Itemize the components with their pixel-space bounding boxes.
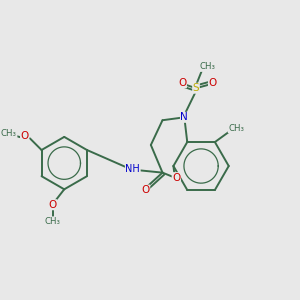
Text: CH₃: CH₃ (1, 130, 17, 139)
Text: NH: NH (125, 164, 140, 174)
Text: CH₃: CH₃ (228, 124, 244, 133)
Text: CH₃: CH₃ (200, 62, 216, 71)
Text: O: O (49, 200, 57, 210)
Text: O: O (172, 173, 181, 183)
Text: O: O (20, 131, 29, 141)
Text: O: O (178, 78, 186, 88)
Text: CH₃: CH₃ (45, 217, 61, 226)
Text: O: O (208, 78, 217, 88)
Text: S: S (193, 83, 199, 93)
Text: N: N (181, 112, 188, 122)
Text: O: O (142, 185, 150, 195)
